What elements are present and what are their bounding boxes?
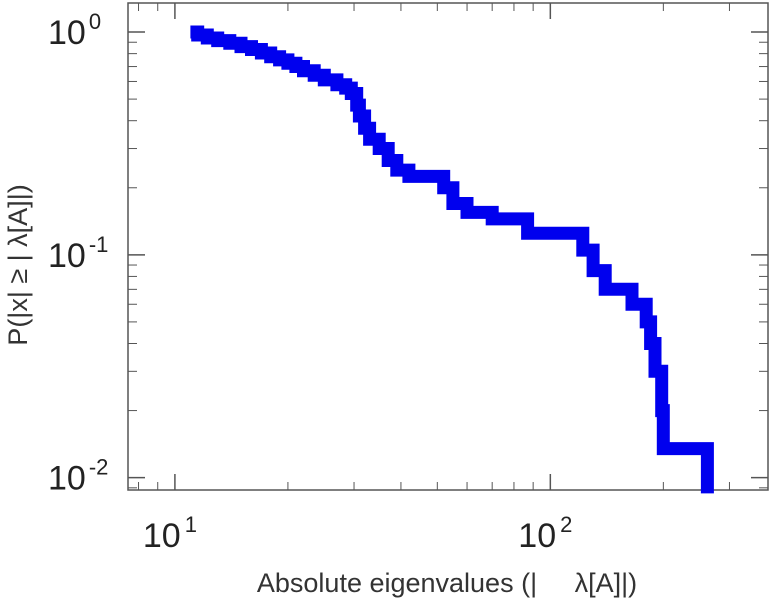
y-tick-label: 10 -2 (48, 455, 108, 498)
x-tick-label: 10 2 (518, 512, 572, 555)
minor-ticks (128, 3, 768, 490)
plot-frame-group (127, 2, 769, 491)
series-line-0 (190, 25, 714, 494)
series-group (190, 25, 714, 494)
y-axis-label: P(|x| ≥ | λ[A]|) (3, 184, 33, 345)
plot-frame (127, 2, 769, 491)
tick-labels: 10 1 10 2 10 0 10 -1 10 -2 (48, 9, 572, 555)
x-tick-label: 10 1 (143, 512, 197, 555)
x-axis-label: Absolute eigenvalues (| λ[A]|) (257, 568, 637, 598)
y-tick-label: 10 0 (48, 9, 101, 52)
major-ticks (128, 3, 768, 490)
y-tick-label: 10 -1 (48, 232, 108, 275)
